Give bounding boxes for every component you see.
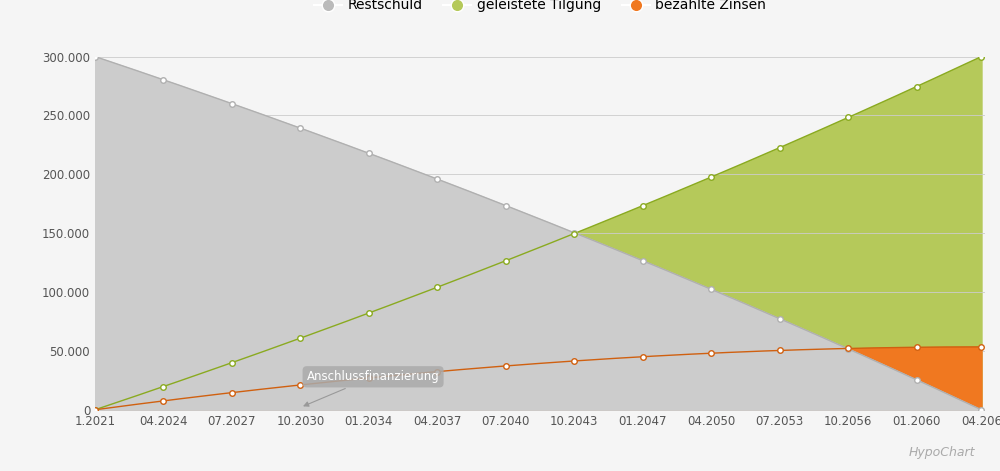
Text: HypoChart: HypoChart <box>908 446 975 459</box>
Text: Anschlussfinanzierung: Anschlussfinanzierung <box>304 370 439 406</box>
Legend: Restschuld, geleistete Tilgung, bezahlte Zinsen: Restschuld, geleistete Tilgung, bezahlte… <box>308 0 772 18</box>
